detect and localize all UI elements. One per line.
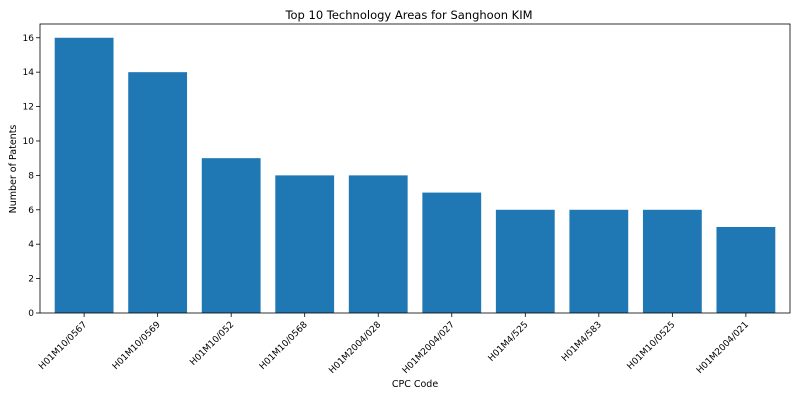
bars-group [55,38,776,313]
y-tick-label: 10 [23,137,35,147]
x-tick-label: H01M2004/028 [327,320,383,376]
y-axis-label: Number of Patents [8,125,19,214]
x-tick-label: H01M10/0525 [626,320,678,372]
bar-H01M2004/027 [422,193,481,313]
x-tick-label: H01M4/525 [487,320,531,364]
x-tick-label: H01M2004/021 [695,320,751,376]
bar-H01M2004/028 [349,175,408,313]
x-tick-label: H01M10/0568 [258,320,310,372]
bar-H01M4/583 [569,210,628,313]
y-tick-label: 16 [23,34,35,44]
x-axis: H01M10/0567 H01M10/0569 H01M10/052 H01M10/0… [37,313,751,376]
y-tick-label: 2 [28,275,34,285]
bar-H01M2004/021 [716,227,775,313]
x-tick-label: H01M10/0569 [111,320,163,372]
bar-H01M10/0525 [643,210,702,313]
x-tick-label: H01M4/583 [560,320,604,364]
x-axis-label: CPC Code [392,379,438,390]
x-tick-label: H01M10/0567 [37,320,89,372]
y-tick-label: 12 [23,103,34,113]
bar-H01M10/0568 [275,175,334,313]
y-tick-label: 6 [28,206,34,216]
y-tick-label: 8 [28,171,34,181]
bar-H01M10/0569 [128,72,187,313]
bar-H01M4/525 [496,210,555,313]
y-tick-label: 14 [23,68,35,78]
y-tick-label: 4 [28,240,34,250]
chart-title: Top 10 Technology Areas for Sanghoon KIM [284,8,532,22]
x-tick-label: H01M2004/027 [401,320,457,376]
y-tick-label: 0 [28,309,34,319]
y-axis: 0 2 4 6 8 10 12 14 16 [23,34,40,319]
x-tick-label: H01M10/052 [188,320,236,368]
bar-H01M10/052 [202,158,261,313]
bar-H01M10/0567 [55,38,114,313]
